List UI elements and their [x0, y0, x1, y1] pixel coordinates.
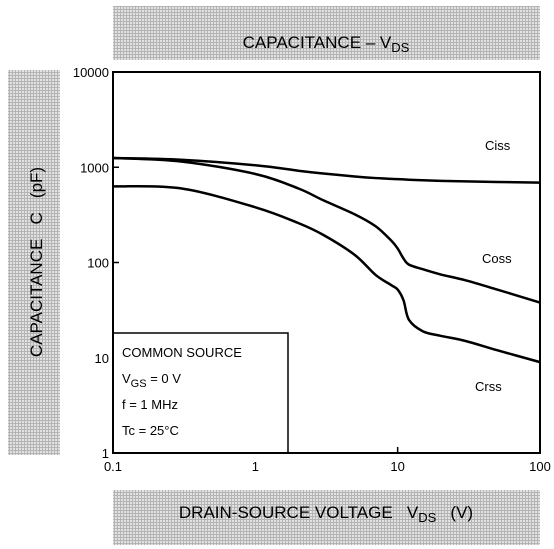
x-axis-label: DRAIN-SOURCE VOLTAGE VDS (V): [179, 503, 473, 525]
title-sub: DS: [391, 40, 409, 55]
annotation-sub: GS: [131, 378, 147, 390]
annotation-line: f = 1 MHz: [122, 397, 178, 412]
x-tick-label: 0.1: [104, 459, 122, 474]
title-part: CAPACITANCE – V: [243, 33, 392, 52]
y-tick-label: 10000: [73, 65, 109, 80]
ylabel-band: [8, 70, 60, 455]
annotation-line: COMMON SOURCE: [122, 345, 242, 360]
annotation-line: VGS = 0 V: [122, 371, 181, 390]
y-tick-label: 1: [102, 446, 109, 461]
title-band: [113, 6, 540, 60]
series-line: [112, 156, 541, 184]
series-label: Crss: [475, 379, 502, 394]
annotation-part: COMMON SOURCE: [122, 345, 242, 360]
xlabel-part: (V): [436, 503, 473, 522]
chart-title: CAPACITANCE – VDS: [243, 33, 410, 55]
annotation-part: Tc = 25°C: [122, 423, 179, 438]
annotation: COMMON SOURCE VGS = 0 V f = 1 MHz Tc = 25°C: [112, 332, 289, 454]
x-tick-label: 10: [390, 459, 404, 474]
annotation-part: V: [122, 371, 131, 386]
plot-frame: [112, 71, 541, 454]
series-line: [112, 184, 541, 364]
xlabel-sub: DS: [418, 510, 436, 525]
annotation-part: f = 1 MHz: [122, 397, 178, 412]
annotation-box: [112, 332, 289, 454]
xlabel-part: DRAIN-SOURCE VOLTAGE V: [179, 503, 419, 522]
y-tick-label: 1000: [80, 160, 109, 175]
annotation-part: = 0 V: [147, 371, 182, 386]
series-label: Coss: [482, 251, 512, 266]
xlabel-band: [113, 490, 540, 545]
annotation-line: Tc = 25°C: [122, 423, 179, 438]
x-tick-label: 100: [529, 459, 551, 474]
series-line: [112, 156, 541, 304]
x-tick-label: 1: [252, 459, 259, 474]
y-axis-label: CAPACITANCE C (pF): [27, 167, 46, 357]
series-label: Ciss: [485, 138, 511, 153]
y-tick-label: 100: [87, 256, 109, 271]
y-tick-label: 10: [95, 351, 109, 366]
